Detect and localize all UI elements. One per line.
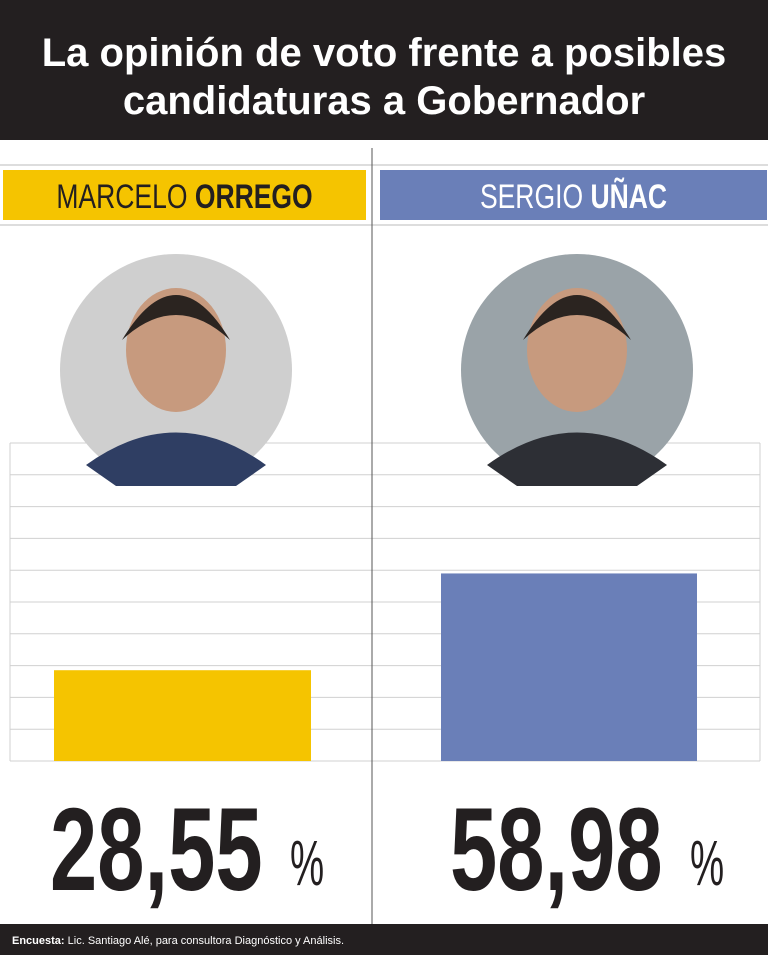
last-name: ORREGO	[195, 178, 313, 216]
value-unit: %	[690, 828, 724, 900]
value-label: 28,55	[50, 783, 263, 915]
title-line: candidaturas a Gobernador	[123, 79, 645, 123]
name-band	[380, 170, 767, 220]
name-band	[3, 170, 366, 220]
first-name: MARCELO	[56, 178, 187, 216]
footer-bg	[0, 924, 768, 955]
bar	[441, 573, 697, 761]
first-name: SERGIO	[480, 178, 583, 216]
photo-body	[86, 432, 266, 486]
header-bg	[0, 0, 768, 140]
last-name: UÑAC	[590, 177, 667, 216]
value-label: 58,98	[450, 783, 663, 915]
source-label: Encuesta:	[12, 935, 65, 947]
source: Encuesta: Lic. Santiago Alé, para consul…	[12, 935, 344, 947]
photo-body	[487, 432, 667, 486]
candidate-name: SERGIO UÑAC	[480, 177, 667, 216]
photo-hair	[523, 295, 631, 340]
title-line: La opinión de voto frente a posibles	[42, 31, 727, 75]
candidate-name: MARCELO ORREGO	[56, 178, 312, 216]
photo-hair	[122, 295, 230, 340]
value-unit: %	[290, 828, 324, 900]
bar	[54, 670, 311, 761]
source-text: Lic. Santiago Alé, para consultora Diagn…	[68, 935, 344, 947]
